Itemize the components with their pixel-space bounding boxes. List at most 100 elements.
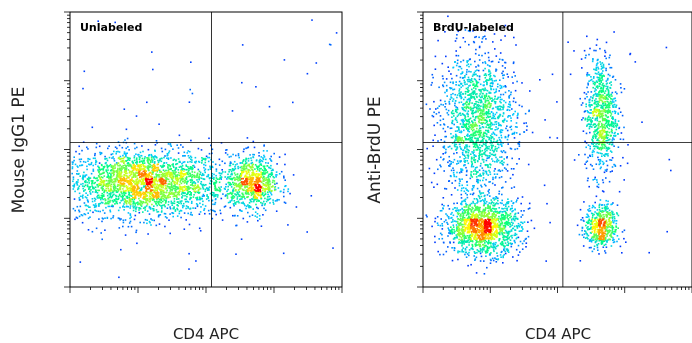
data-point bbox=[193, 190, 195, 192]
data-point bbox=[426, 215, 428, 218]
data-point bbox=[241, 210, 243, 212]
data-point bbox=[248, 182, 251, 184]
data-point bbox=[456, 106, 459, 109]
data-point bbox=[229, 169, 232, 171]
data-point bbox=[258, 214, 261, 217]
data-point bbox=[576, 224, 579, 227]
data-point bbox=[122, 182, 125, 184]
data-point bbox=[257, 166, 259, 168]
data-point bbox=[135, 194, 137, 196]
data-point bbox=[134, 167, 136, 169]
data-point bbox=[113, 180, 115, 183]
data-point bbox=[267, 186, 269, 189]
data-point bbox=[154, 156, 157, 158]
data-point bbox=[198, 178, 200, 181]
data-point bbox=[260, 196, 262, 199]
data-point bbox=[595, 64, 598, 67]
data-point bbox=[169, 165, 172, 168]
data-point bbox=[506, 73, 509, 75]
data-point bbox=[117, 181, 120, 183]
data-point bbox=[206, 194, 208, 196]
data-point bbox=[592, 179, 594, 181]
data-point bbox=[113, 171, 116, 173]
data-point bbox=[605, 67, 607, 70]
data-point bbox=[156, 189, 158, 191]
data-point bbox=[125, 154, 127, 157]
data-point bbox=[141, 161, 144, 163]
data-point bbox=[237, 183, 239, 186]
data-point bbox=[492, 259, 495, 262]
data-point bbox=[455, 81, 457, 83]
data-point bbox=[180, 216, 182, 219]
data-point bbox=[451, 259, 454, 262]
data-point bbox=[257, 186, 260, 188]
data-point bbox=[252, 178, 254, 181]
data-point bbox=[105, 206, 107, 209]
data-point bbox=[510, 148, 513, 150]
data-point bbox=[124, 219, 127, 221]
data-point bbox=[240, 202, 243, 204]
data-point bbox=[103, 191, 105, 194]
data-point bbox=[493, 173, 496, 175]
data-point bbox=[198, 170, 201, 173]
data-point bbox=[107, 173, 109, 175]
data-point bbox=[521, 242, 524, 245]
data-point bbox=[261, 172, 264, 174]
data-point bbox=[472, 185, 474, 187]
data-point bbox=[517, 142, 519, 145]
data-point bbox=[492, 41, 494, 43]
data-point bbox=[239, 209, 241, 211]
data-point bbox=[168, 175, 171, 177]
data-point bbox=[453, 247, 456, 249]
data-point bbox=[140, 182, 143, 184]
data-point bbox=[581, 226, 584, 229]
data-point bbox=[508, 109, 511, 112]
data-point bbox=[447, 161, 449, 164]
data-point bbox=[463, 120, 465, 122]
data-point bbox=[595, 195, 598, 198]
data-point bbox=[515, 132, 518, 134]
data-point bbox=[475, 272, 478, 274]
data-point bbox=[171, 184, 173, 186]
data-point bbox=[253, 181, 256, 183]
data-point bbox=[455, 149, 457, 151]
data-point bbox=[128, 222, 131, 224]
data-point bbox=[243, 181, 246, 183]
data-point bbox=[140, 165, 143, 168]
data-point bbox=[250, 191, 252, 194]
data-point bbox=[256, 176, 258, 178]
data-point bbox=[212, 192, 215, 194]
data-point bbox=[580, 219, 582, 221]
data-point bbox=[500, 124, 502, 127]
data-point bbox=[243, 163, 245, 166]
data-point bbox=[94, 186, 97, 189]
data-point bbox=[250, 181, 253, 184]
data-point bbox=[158, 201, 161, 203]
data-point bbox=[467, 76, 470, 79]
data-point bbox=[148, 158, 150, 161]
data-point bbox=[613, 163, 615, 166]
data-point bbox=[599, 167, 602, 170]
data-point bbox=[173, 166, 175, 169]
data-point bbox=[448, 229, 450, 231]
data-point bbox=[162, 197, 164, 200]
data-point bbox=[180, 188, 183, 190]
data-point bbox=[125, 160, 128, 162]
data-point bbox=[478, 127, 481, 130]
data-point bbox=[614, 119, 617, 121]
data-point bbox=[144, 169, 146, 171]
data-point bbox=[188, 175, 190, 178]
data-point bbox=[164, 155, 166, 157]
data-point bbox=[479, 175, 481, 177]
data-point bbox=[472, 186, 475, 189]
data-point bbox=[511, 207, 513, 210]
data-point bbox=[138, 207, 141, 209]
data-point bbox=[168, 150, 171, 152]
data-point bbox=[511, 237, 513, 239]
data-point bbox=[499, 139, 501, 141]
data-point bbox=[258, 200, 260, 202]
data-point bbox=[160, 192, 162, 194]
data-point bbox=[196, 176, 198, 178]
data-point bbox=[456, 163, 458, 165]
data-point bbox=[497, 127, 499, 130]
